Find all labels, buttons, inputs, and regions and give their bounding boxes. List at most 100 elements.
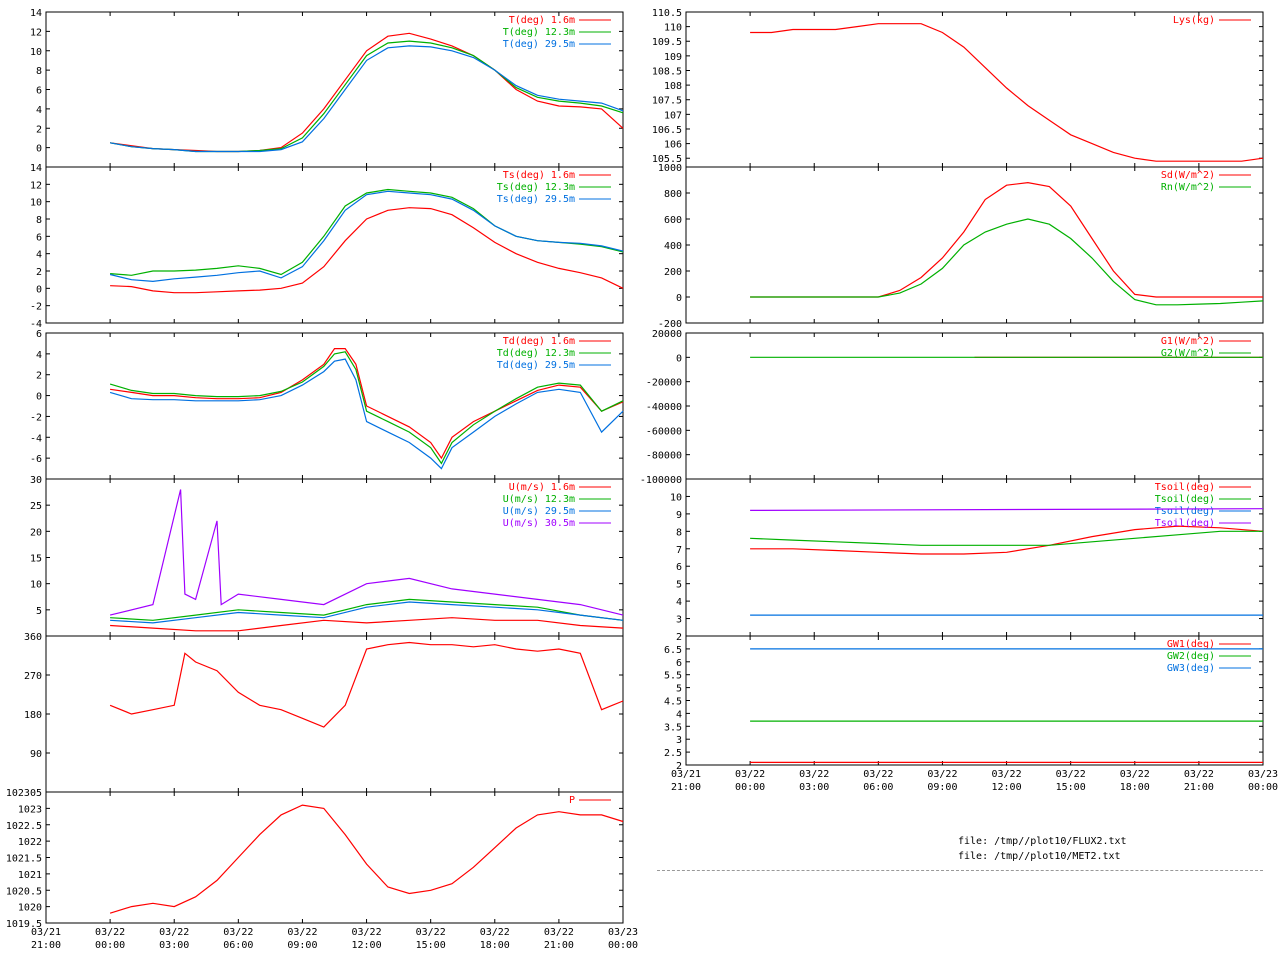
legend-label: T(deg) 29.5m	[503, 39, 575, 50]
ytick-label: 5	[676, 684, 682, 695]
legend-label: U(m/s) 30.5m	[503, 518, 575, 529]
panel-frame-Lys	[685, 11, 1264, 168]
ytick-label: 6	[36, 329, 42, 340]
ytick-label: 4	[676, 597, 682, 608]
ytick-label: 1021	[18, 870, 42, 881]
ytick-label: -200	[658, 319, 682, 330]
legend-label: Tsoil(deg)	[1155, 518, 1215, 529]
xtick-date-label: 03/22	[352, 927, 382, 938]
ytick-label: -2	[30, 302, 42, 313]
xtick-time-label: 00:00	[1248, 782, 1278, 793]
ytick-label: 2	[36, 371, 42, 382]
ytick-label: 1019.5	[6, 919, 42, 930]
ytick-label: 0	[36, 144, 42, 155]
file-line-flux: file: /tmp//plot10/FLUX2.txt	[958, 836, 1127, 847]
legend-label: Tsoil(deg)	[1155, 482, 1215, 493]
xtick-time-label: 00:00	[608, 940, 638, 951]
xtick-time-label: 18:00	[480, 940, 510, 951]
ytick-label: 102305	[6, 788, 42, 799]
ytick-label: 105.5	[652, 154, 682, 165]
ytick-label: 107.5	[652, 96, 682, 107]
xtick-date-label: 03/22	[1184, 769, 1214, 780]
ytick-label: 400	[664, 241, 682, 252]
ytick-label: 3	[676, 735, 682, 746]
ytick-label: 6	[36, 86, 42, 97]
xtick-time-label: 03:00	[799, 782, 829, 793]
series-line-T	[110, 32, 624, 153]
series-line-U	[110, 598, 624, 621]
legend-label: G2(W/m^2)	[1161, 348, 1215, 359]
legend-label: U(m/s) 29.5m	[503, 506, 575, 517]
legend-label: Td(deg) 12.3m	[497, 348, 575, 359]
legend-label: T(deg) 12.3m	[503, 27, 575, 38]
ytick-label: 14	[30, 163, 42, 174]
legend-label: GW1(deg)	[1167, 639, 1215, 650]
xtick-date-label: 03/22	[863, 769, 893, 780]
xtick-date-label: 03/22	[95, 927, 125, 938]
ytick-label: 109.5	[652, 37, 682, 48]
xtick-date-label: 03/22	[992, 769, 1022, 780]
series-line-Td	[109, 358, 624, 470]
xtick-date-label: 03/22	[480, 927, 510, 938]
ytick-label: 6	[676, 658, 682, 669]
ytick-label: 6	[36, 232, 42, 243]
xtick-date-label: 03/22	[799, 769, 829, 780]
ytick-label: 270	[24, 671, 42, 682]
ytick-label: 90	[30, 749, 42, 760]
series-line-U	[110, 601, 624, 624]
ytick-label: 8	[36, 215, 42, 226]
legend-label: Lys(kg)	[1173, 15, 1215, 26]
file-line-met: file: /tmp//plot10/MET2.txt	[958, 851, 1121, 862]
series-line-P	[109, 804, 624, 914]
ytick-label: 10	[30, 47, 42, 58]
ytick-label: 106	[664, 140, 682, 151]
xtick-date-label: 03/23	[608, 927, 638, 938]
xtick-time-label: 09:00	[287, 940, 317, 951]
ytick-label: -100000	[640, 475, 682, 486]
ytick-label: 1020	[18, 903, 42, 914]
ytick-label: 3	[676, 615, 682, 626]
ytick-label: -4	[30, 319, 42, 330]
xtick-date-label: 03/23	[1248, 769, 1278, 780]
ytick-label: 0	[676, 353, 682, 364]
ytick-label: 10	[30, 580, 42, 591]
ytick-label: 360	[24, 632, 42, 643]
ytick-label: 4	[676, 709, 682, 720]
legend-label: Ts(deg) 29.5m	[497, 194, 575, 205]
ytick-label: -20000	[646, 378, 682, 389]
ytick-label: 6.5	[664, 645, 682, 656]
ytick-label: 110.5	[652, 8, 682, 19]
series-line-WD	[109, 641, 624, 728]
legend-label: T(deg) 1.6m	[509, 15, 575, 26]
xtick-time-label: 03:00	[159, 940, 189, 951]
ytick-label: 5	[676, 580, 682, 591]
xtick-time-label: 21:00	[1184, 782, 1214, 793]
xtick-time-label: 00:00	[735, 782, 765, 793]
ytick-label: 109	[664, 52, 682, 63]
xtick-date-label: 03/21	[31, 927, 61, 938]
series-line-Td	[109, 351, 624, 465]
separator-line	[657, 870, 1263, 871]
legend-label: U(m/s) 12.3m	[503, 494, 575, 505]
ytick-label: 14	[30, 8, 42, 19]
ytick-label: 107	[664, 110, 682, 121]
series-line-Tsoil	[750, 530, 1263, 546]
ytick-label: 106.5	[652, 125, 682, 136]
series-line-Ts	[109, 190, 624, 283]
series-line-U	[109, 489, 624, 616]
ytick-label: 2	[36, 267, 42, 278]
xtick-time-label: 09:00	[927, 782, 957, 793]
xtick-time-label: 06:00	[863, 782, 893, 793]
xtick-date-label: 03/22	[223, 927, 253, 938]
ytick-label: 20	[30, 527, 42, 538]
series-line-Rad	[750, 218, 1264, 306]
xtick-time-label: 21:00	[544, 940, 574, 951]
ytick-label: 0	[36, 392, 42, 403]
legend-label: GW3(deg)	[1167, 663, 1215, 674]
ytick-label: 2	[676, 761, 682, 772]
ytick-label: 2	[676, 632, 682, 643]
panel-frame-P	[45, 791, 624, 924]
legend-label: U(m/s) 1.6m	[509, 482, 575, 493]
ytick-label: 1021.5	[6, 854, 42, 865]
